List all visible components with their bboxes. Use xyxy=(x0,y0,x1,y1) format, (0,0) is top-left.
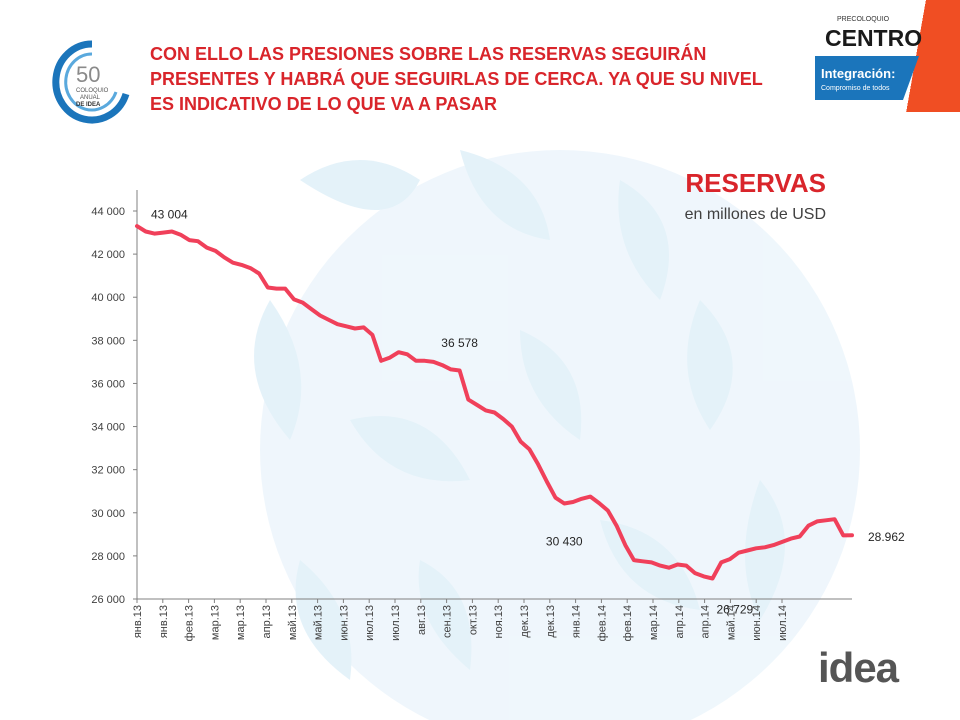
y-tick-label: 38 000 xyxy=(91,335,125,347)
x-tick-label: ноя.13 xyxy=(493,605,505,638)
y-tick-label: 30 000 xyxy=(91,508,125,520)
y-tick-label: 32 000 xyxy=(91,465,125,477)
chart-subtitle: en millones de USD xyxy=(684,206,826,223)
y-tick-label: 42 000 xyxy=(91,249,125,261)
data-label: 43 004 xyxy=(151,207,188,221)
x-tick-label: окт.13 xyxy=(467,605,479,635)
slide-headline: CON ELLO LAS PRESIONES SOBRE LAS RESERVA… xyxy=(150,44,763,114)
data-label: 28.962 xyxy=(868,530,905,544)
svg-text:COLOQUIO: COLOQUIO xyxy=(76,88,109,94)
y-tick-label: 34 000 xyxy=(91,422,125,434)
x-tick-label: апр.14 xyxy=(700,605,712,638)
x-tick-label: авг.13 xyxy=(416,605,428,635)
x-tick-label: июн.13 xyxy=(338,605,350,641)
x-tick-label: фев.14 xyxy=(596,605,608,641)
x-tick-label: фев.14 xyxy=(622,605,634,641)
x-tick-label: янв.14 xyxy=(571,605,583,638)
y-tick-label: 40 000 xyxy=(91,292,125,304)
svg-text:idea: idea xyxy=(818,648,900,688)
x-tick-label: дек.13 xyxy=(545,605,557,638)
reserves-series-line xyxy=(135,224,854,581)
coloquio-50-logo: 50 COLOQUIO ANUAL DE IDEA xyxy=(52,40,130,124)
svg-text:CENTRO: CENTRO xyxy=(825,25,922,51)
x-tick-label: апр.14 xyxy=(674,605,686,638)
x-tick-label: июл.13 xyxy=(390,605,402,641)
data-label: 36 578 xyxy=(441,336,478,350)
data-label: 26 729 xyxy=(716,602,753,616)
x-tick-label: июн.14 xyxy=(751,605,763,641)
x-tick-label: апр.13 xyxy=(261,605,273,638)
x-tick-label: сен.13 xyxy=(442,605,454,638)
x-tick-label: май.13 xyxy=(287,605,299,640)
x-tick-label: мар.13 xyxy=(235,605,247,640)
x-tick-label: июл.14 xyxy=(777,605,789,641)
x-tick-label: май.13 xyxy=(313,605,325,640)
x-tick-label: дек.13 xyxy=(519,605,531,638)
y-tick-label: 28 000 xyxy=(91,551,125,563)
x-tick-label: мар.13 xyxy=(209,605,221,640)
svg-text:ANUAL: ANUAL xyxy=(80,95,101,101)
x-tick-label: янв.13 xyxy=(132,605,144,638)
x-axis: янв.13 янв.13 фев.13 мар.13 мар.13 апр.13 май.… xyxy=(132,598,852,641)
data-labels: 43 004 36 578 30 430 26 729 28.962 xyxy=(151,207,905,616)
svg-text:DE IDEA: DE IDEA xyxy=(76,102,101,108)
data-label: 30 430 xyxy=(546,535,583,549)
x-tick-label: май.14 xyxy=(725,605,737,640)
x-tick-label: фев.13 xyxy=(184,605,196,641)
chart-title: RESERVAS xyxy=(685,168,826,198)
svg-text:Integración:: Integración: xyxy=(821,66,895,81)
y-tick-label: 36 000 xyxy=(91,378,125,390)
x-tick-label: янв.13 xyxy=(158,605,170,638)
idea-logo: idea xyxy=(818,648,901,688)
y-tick-label: 44 000 xyxy=(91,206,125,218)
x-tick-label: июл.13 xyxy=(364,605,376,641)
logo-number: 50 xyxy=(76,62,100,87)
svg-text:PRECOLOQUIO: PRECOLOQUIO xyxy=(837,16,890,23)
svg-text:Compromiso de todos: Compromiso de todos xyxy=(821,85,890,92)
precoloquio-centro-logo: PRECOLOQUIO CENTRO Integración: Compromi… xyxy=(815,16,922,100)
y-axis: 26 000 28 000 30 000 32 000 34 000 36 000 38 0… xyxy=(91,190,138,606)
x-tick-label: мар.14 xyxy=(648,605,660,640)
y-tick-label: 26 000 xyxy=(91,594,125,606)
